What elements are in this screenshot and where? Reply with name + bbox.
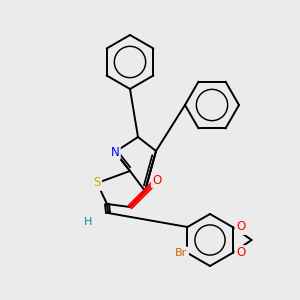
Text: S: S bbox=[93, 176, 101, 190]
Text: O: O bbox=[152, 173, 162, 187]
Text: N: N bbox=[111, 146, 119, 158]
Text: Br: Br bbox=[176, 248, 188, 258]
Text: O: O bbox=[236, 220, 245, 233]
Text: H: H bbox=[84, 217, 92, 227]
Text: O: O bbox=[236, 247, 245, 260]
